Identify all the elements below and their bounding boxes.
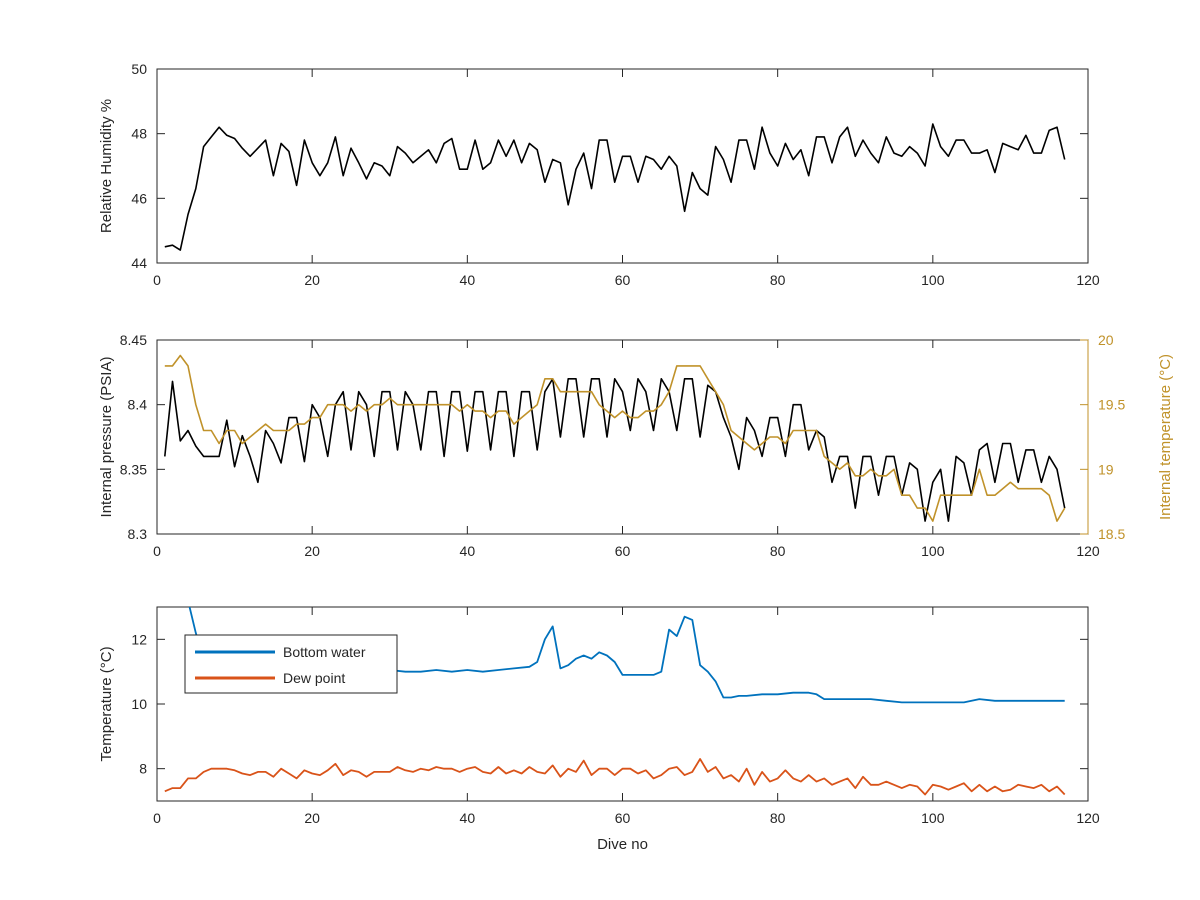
legend: Bottom water Dew point <box>184 634 398 694</box>
x-tick-label: 40 <box>460 272 476 288</box>
x-tick-label: 20 <box>304 810 320 826</box>
x-tick-label: 40 <box>460 543 476 559</box>
x-tick-label: 60 <box>615 543 631 559</box>
plot-frame <box>156 339 1089 535</box>
y-tick-label: 8.45 <box>120 332 147 348</box>
legend-box <box>184 634 398 694</box>
pressure-temperature-panel: 0 20 40 60 80 100 120 8.3 8.35 8.4 8.45 18.5 19 19.5 2… <box>98 332 1174 559</box>
series-group <box>164 607 1066 796</box>
y-axis-label-right: Internal temperature (°C) <box>1157 354 1174 520</box>
y-tick-label: 48 <box>131 126 147 142</box>
x-tick-label: 40 <box>460 810 476 826</box>
x-tick-label: 120 <box>1076 543 1100 559</box>
y-tick-label: 46 <box>131 190 147 206</box>
x-tick-label: 120 <box>1076 810 1100 826</box>
series-line-left-0 <box>164 377 1066 522</box>
humidity-panel: 0 20 40 60 80 100 120 44 46 48 50 Relative Humidity… <box>98 61 1100 288</box>
legend-label: Dew point <box>283 670 345 686</box>
y-right-tick-label: 20 <box>1098 332 1114 348</box>
series-line-main-0 <box>164 123 1066 251</box>
y-tick-label: 8.35 <box>120 461 147 477</box>
y-tick-label: 10 <box>131 696 147 712</box>
x-tick-label: 80 <box>770 543 786 559</box>
y-axis-label: Relative Humidity % <box>98 99 115 233</box>
x-tick-label: 60 <box>615 272 631 288</box>
y-tick-label: 8.4 <box>128 397 148 413</box>
series-group <box>164 123 1066 251</box>
y-right-tick-label: 19.5 <box>1098 397 1125 413</box>
y-axis-label: Temperature (°C) <box>98 646 115 761</box>
y-axis-label: Internal pressure (PSIA) <box>98 357 115 518</box>
temperature-panel: 0 20 40 60 80 100 120 8 10 12 Temperature (°C) Dive… <box>98 606 1100 853</box>
x-tick-label: 20 <box>304 272 320 288</box>
series-group <box>164 354 1066 522</box>
x-tick-label: 0 <box>153 543 161 559</box>
x-tick-label: 120 <box>1076 272 1100 288</box>
x-axis-label: Dive no <box>597 836 648 853</box>
y-tick-label: 12 <box>131 631 147 647</box>
x-tick-label: 100 <box>921 810 945 826</box>
legend-label: Bottom water <box>283 644 366 660</box>
x-tick-label: 100 <box>921 543 945 559</box>
y-tick-label: 44 <box>131 255 147 271</box>
x-tick-label: 0 <box>153 272 161 288</box>
plot-frame <box>156 68 1089 264</box>
x-tick-label: 80 <box>770 272 786 288</box>
series-line-dew-point <box>164 758 1066 796</box>
y-tick-label: 50 <box>131 61 147 77</box>
x-tick-label: 20 <box>304 543 320 559</box>
y-tick-label: 8 <box>139 761 147 777</box>
x-tick-label: 60 <box>615 810 631 826</box>
y-right-tick-label: 18.5 <box>1098 526 1125 542</box>
x-tick-label: 80 <box>770 810 786 826</box>
y-right-tick-label: 19 <box>1098 461 1114 477</box>
x-tick-label: 0 <box>153 810 161 826</box>
x-tick-label: 100 <box>921 272 945 288</box>
series-line-right-1 <box>164 354 1066 522</box>
y-tick-label: 8.3 <box>128 526 148 542</box>
